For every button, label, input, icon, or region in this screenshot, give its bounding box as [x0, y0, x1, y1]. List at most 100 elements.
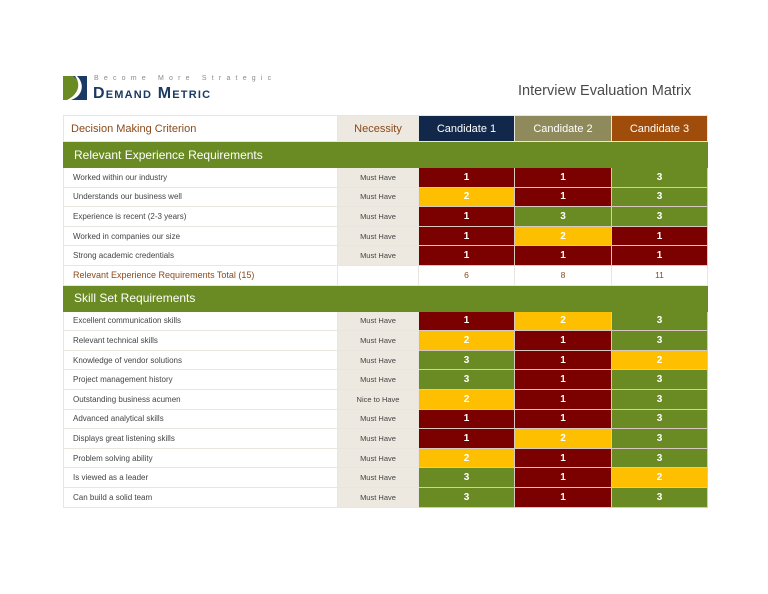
necessity-cell: Must Have — [337, 310, 419, 332]
table-row: Excellent communication skills Must Have 1… — [63, 310, 708, 332]
table-row: Worked within our industry Must Have 1 1 3 — [63, 167, 708, 188]
necessity-cell: Must Have — [337, 428, 419, 449]
evaluation-matrix: Decision Making Criterion Necessity Candid… — [63, 115, 708, 508]
total-label: Relevant Experience Requirements Total (… — [63, 264, 338, 286]
table-row: Outstanding business acumen Nice to Have 2… — [63, 388, 708, 410]
criterion-cell: Project management history — [63, 369, 338, 390]
criterion-cell: Displays great listening skills — [63, 428, 338, 449]
header-criterion: Decision Making Criterion — [63, 115, 338, 142]
score-cell: 2 — [418, 186, 515, 208]
necessity-cell: Must Have — [337, 186, 419, 208]
score-cell: 3 — [418, 467, 515, 488]
logo-brand: Demand Metric — [93, 85, 212, 102]
criterion-cell: Advanced analytical skills — [63, 408, 338, 430]
score-cell: 3 — [514, 206, 612, 227]
score-cell: 1 — [514, 167, 612, 188]
score-cell: 1 — [418, 310, 515, 332]
criterion-cell: Experience is recent (2-3 years) — [63, 206, 338, 227]
section-header: Skill Set Requirements — [63, 284, 708, 312]
score-cell: 3 — [418, 349, 515, 371]
table-row: Project management history Must Have 3 1 3 — [63, 369, 708, 390]
score-cell: 3 — [418, 486, 515, 508]
header-candidate-3: Candidate 3 — [611, 115, 708, 142]
score-cell: 3 — [611, 486, 708, 508]
table-row: Displays great listening skills Must Have… — [63, 428, 708, 449]
table-row: Relevant technical skills Must Have 2 1 3 — [63, 330, 708, 351]
score-cell: 3 — [611, 447, 708, 469]
total-value: 8 — [514, 264, 612, 286]
score-cell: 1 — [514, 467, 612, 488]
total-value: 11 — [611, 264, 708, 286]
necessity-cell: Must Have — [337, 245, 419, 266]
section-header: Relevant Experience Requirements — [63, 141, 708, 168]
table-row: Can build a solid team Must Have 3 1 3 — [63, 486, 708, 508]
score-cell: 2 — [418, 447, 515, 469]
header-necessity: Necessity — [337, 115, 419, 142]
criterion-cell: Knowledge of vendor solutions — [63, 349, 338, 371]
criterion-cell: Strong academic credentials — [63, 245, 338, 266]
table-row: Understands our business well Must Have 2 1… — [63, 186, 708, 208]
score-cell: 2 — [611, 467, 708, 488]
score-cell: 2 — [418, 330, 515, 351]
table-row: Worked in companies our size Must Have 1 2 1 — [63, 225, 708, 247]
score-cell: 2 — [514, 428, 612, 449]
score-cell: 1 — [514, 408, 612, 430]
header-candidate-1: Candidate 1 — [418, 115, 515, 142]
criterion-cell: Understands our business well — [63, 186, 338, 208]
criterion-cell: Worked within our industry — [63, 167, 338, 188]
score-cell: 2 — [418, 388, 515, 410]
table-row: Is viewed as a leader Must Have 3 1 2 — [63, 467, 708, 488]
table-row: Strong academic credentials Must Have 1 1 1 — [63, 245, 708, 266]
score-cell: 3 — [611, 388, 708, 410]
total-value: 6 — [418, 264, 515, 286]
logo-mark-icon — [63, 76, 87, 100]
criterion-cell: Worked in companies our size — [63, 225, 338, 247]
necessity-cell: Must Have — [337, 447, 419, 469]
header-row: Decision Making Criterion Necessity Candid… — [63, 115, 708, 142]
score-cell: 1 — [418, 206, 515, 227]
score-cell: 1 — [514, 486, 612, 508]
score-cell: 1 — [418, 245, 515, 266]
score-cell: 1 — [611, 245, 708, 266]
criterion-cell: Outstanding business acumen — [63, 388, 338, 410]
score-cell: 1 — [611, 225, 708, 247]
necessity-cell: Must Have — [337, 167, 419, 188]
score-cell: 3 — [611, 428, 708, 449]
criterion-cell: Is viewed as a leader — [63, 467, 338, 488]
necessity-cell: Must Have — [337, 330, 419, 351]
section-title: Relevant Experience Requirements — [63, 141, 708, 168]
score-cell: 3 — [611, 408, 708, 430]
score-cell: 1 — [418, 225, 515, 247]
score-cell: 1 — [418, 408, 515, 430]
necessity-cell: Must Have — [337, 225, 419, 247]
score-cell: 3 — [611, 206, 708, 227]
score-cell: 1 — [514, 369, 612, 390]
total-row: Relevant Experience Requirements Total (… — [63, 264, 708, 286]
necessity-cell: Must Have — [337, 467, 419, 488]
necessity-cell: Must Have — [337, 206, 419, 227]
necessity-cell: Must Have — [337, 369, 419, 390]
section-title: Skill Set Requirements — [63, 284, 708, 312]
necessity-cell: Must Have — [337, 349, 419, 371]
criterion-cell: Excellent communication skills — [63, 310, 338, 332]
necessity-cell: Nice to Have — [337, 388, 419, 410]
score-cell: 1 — [514, 349, 612, 371]
score-cell: 1 — [418, 428, 515, 449]
header-candidate-2: Candidate 2 — [514, 115, 612, 142]
necessity-cell: Must Have — [337, 408, 419, 430]
demand-metric-logo: Become More Strategic Demand Metric — [63, 75, 271, 102]
score-cell: 3 — [611, 310, 708, 332]
table-row: Knowledge of vendor solutions Must Have 3 1… — [63, 349, 708, 371]
criterion-cell: Problem solving ability — [63, 447, 338, 469]
score-cell: 1 — [514, 186, 612, 208]
criterion-cell: Can build a solid team — [63, 486, 338, 508]
page-title: Interview Evaluation Matrix — [518, 83, 692, 99]
score-cell: 3 — [611, 186, 708, 208]
score-cell: 1 — [514, 330, 612, 351]
score-cell: 1 — [514, 245, 612, 266]
total-spacer — [337, 264, 419, 286]
score-cell: 2 — [514, 310, 612, 332]
score-cell: 2 — [514, 225, 612, 247]
logo-tagline: Become More Strategic — [94, 75, 277, 82]
table-row: Problem solving ability Must Have 2 1 3 — [63, 447, 708, 469]
